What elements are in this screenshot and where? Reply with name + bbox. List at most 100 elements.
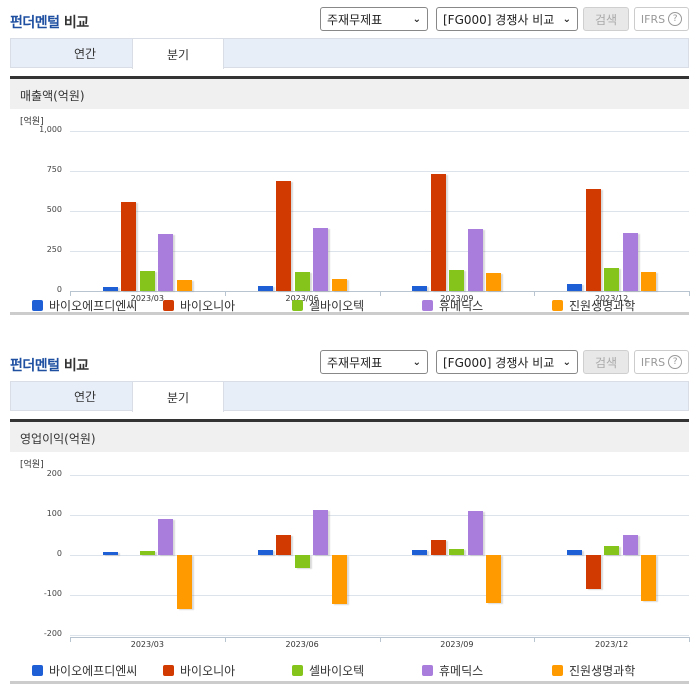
y-tick-label: 750 (46, 165, 62, 174)
statement-type-select[interactable]: 주재무제표 ⌄ (320, 350, 428, 374)
bar-바이오에프디엔씨[interactable] (257, 286, 273, 291)
legend-item[interactable]: 바이오니아 (163, 662, 235, 679)
bar-휴메딕스[interactable] (313, 509, 329, 555)
bar-바이오에프디엔씨[interactable] (412, 550, 428, 555)
bar-셀바이오텍[interactable] (449, 549, 465, 555)
comparison-group-select[interactable]: [FG000] 경쟁사 비교 ⌄ (436, 7, 578, 31)
section-title: 펀더멘털 비교 (10, 15, 89, 31)
help-icon[interactable]: ? (668, 12, 683, 26)
divider (10, 419, 689, 422)
legend-label: 휴메딕스 (439, 299, 484, 313)
bar-진원생명과학[interactable] (331, 555, 347, 604)
bar-휴메딕스[interactable] (622, 232, 638, 291)
legend-label: 휴메딕스 (439, 664, 484, 678)
statement-type-select[interactable]: 주재무제표 ⌄ (320, 7, 428, 31)
legend-label: 진원생명과학 (569, 299, 636, 313)
bar-셀바이오텍[interactable] (294, 555, 310, 569)
legend-item[interactable]: 바이오에프디엔씨 (32, 662, 137, 679)
gridline (70, 131, 689, 132)
search-button[interactable]: 검색 (583, 7, 629, 31)
ifrs-button[interactable]: IFRS? (634, 350, 689, 374)
gridline (70, 555, 689, 556)
bar-바이오니아[interactable] (585, 188, 601, 291)
legend-label: 셀바이오텍 (309, 664, 365, 678)
tab-annual[interactable]: 연간 (73, 47, 97, 61)
bar-진원생명과학[interactable] (176, 279, 192, 291)
bar-바이오에프디엔씨[interactable] (102, 287, 118, 291)
legend-swatch-icon (552, 665, 563, 676)
x-tick (224, 291, 226, 296)
legend-item[interactable]: 바이오에프디엔씨 (32, 297, 137, 314)
tab-annual[interactable]: 연간 (73, 390, 97, 404)
chevron-down-icon: ⌄ (412, 13, 421, 25)
legend-label: 바이오니아 (180, 664, 236, 678)
fundamental-section-revenue: 펀더멘털 비교 주재무제표 ⌄ [FG000] 경쟁사 비교 ⌄ 검색 IFRS? … (0, 0, 696, 315)
bar-바이오에프디엔씨[interactable] (567, 283, 583, 291)
bar-휴메딕스[interactable] (622, 535, 638, 555)
bar-진원생명과학[interactable] (641, 555, 657, 601)
x-tick-label: 2023/09 (440, 640, 474, 649)
bar-바이오니아[interactable] (276, 180, 292, 291)
bar-바이오니아[interactable] (430, 174, 446, 291)
chevron-down-icon: ⌄ (412, 356, 421, 368)
tab-quarterly[interactable]: 분기 (132, 39, 224, 69)
legend-item[interactable]: 진원생명과학 (552, 662, 635, 679)
legend-item[interactable]: 휴메딕스 (422, 297, 483, 314)
search-button[interactable]: 검색 (583, 350, 629, 374)
y-tick-label: 0 (56, 285, 62, 294)
y-tick-label: 250 (46, 245, 62, 254)
divider (10, 681, 689, 684)
legend-item[interactable]: 진원생명과학 (552, 297, 635, 314)
legend-item[interactable]: 휴메딕스 (422, 662, 483, 679)
bar-바이오니아[interactable] (430, 539, 446, 555)
legend-item[interactable]: 바이오니아 (163, 297, 235, 314)
bar-셀바이오텍[interactable] (139, 551, 155, 555)
legend-swatch-icon (163, 665, 174, 676)
chevron-down-icon: ⌄ (562, 13, 571, 25)
y-tick-label: -100 (43, 589, 62, 598)
x-tick (379, 291, 381, 296)
bar-셀바이오텍[interactable] (604, 546, 620, 555)
gridline (70, 475, 689, 476)
bar-셀바이오텍[interactable] (604, 267, 620, 291)
bar-휴메딕스[interactable] (158, 519, 174, 555)
legend-swatch-icon (422, 300, 433, 311)
bar-바이오니아[interactable] (276, 535, 292, 555)
x-tick-label: 2023/09 (440, 294, 474, 303)
section-header: 펀더멘털 비교 주재무제표 ⌄ [FG000] 경쟁사 비교 ⌄ 검색 IFRS? (0, 343, 696, 381)
legend-swatch-icon (552, 300, 563, 311)
legend-item[interactable]: 셀바이오텍 (292, 297, 364, 314)
bar-진원생명과학[interactable] (176, 555, 192, 609)
bar-바이오에프디엔씨[interactable] (412, 286, 428, 291)
legend-label: 바이오에프디엔씨 (49, 299, 138, 313)
bar-셀바이오텍[interactable] (449, 270, 465, 291)
bar-바이오니아[interactable] (585, 555, 601, 589)
bar-진원생명과학[interactable] (331, 279, 347, 291)
bar-바이오에프디엔씨[interactable] (257, 550, 273, 555)
bar-진원생명과학[interactable] (641, 271, 657, 291)
bar-셀바이오텍[interactable] (294, 271, 310, 291)
x-tick-label: 2023/06 (285, 640, 319, 649)
bar-휴메딕스[interactable] (313, 227, 329, 291)
x-tick (534, 291, 536, 296)
legend-label: 바이오에프디엔씨 (49, 664, 138, 678)
bar-바이오니아[interactable] (121, 202, 137, 291)
bar-휴메딕스[interactable] (467, 511, 483, 555)
bar-휴메딕스[interactable] (158, 234, 174, 291)
help-icon[interactable]: ? (668, 355, 683, 369)
y-tick-label: 1,000 (39, 125, 62, 134)
bar-진원생명과학[interactable] (486, 272, 502, 291)
bar-휴메딕스[interactable] (467, 228, 483, 291)
bar-셀바이오텍[interactable] (139, 271, 155, 291)
legend-item[interactable]: 셀바이오텍 (292, 662, 364, 679)
ifrs-button[interactable]: IFRS? (634, 7, 689, 31)
bar-바이오에프디엔씨[interactable] (567, 549, 583, 555)
period-tabs: 연간 분기 (10, 38, 689, 69)
bar-진원생명과학[interactable] (486, 555, 502, 603)
legend-label: 바이오니아 (180, 299, 236, 313)
tab-quarterly[interactable]: 분기 (132, 382, 224, 412)
gridline (70, 635, 689, 636)
bar-바이오에프디엔씨[interactable] (102, 552, 118, 555)
x-tick (379, 637, 381, 642)
comparison-group-select[interactable]: [FG000] 경쟁사 비교 ⌄ (436, 350, 578, 374)
